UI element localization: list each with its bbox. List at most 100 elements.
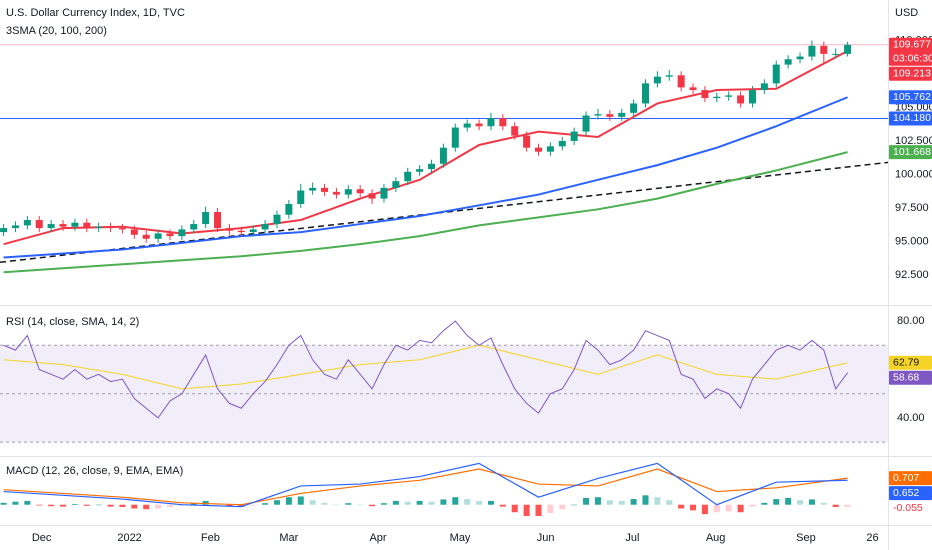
rsi-pane [0,320,888,443]
y-tick-label: 100.000 [895,168,932,180]
macd-histogram-bar [143,504,150,510]
candle-body [83,222,91,229]
candle-body [689,87,697,91]
candle-body [570,131,578,141]
price-badge [889,370,932,385]
macd-histogram-bar [321,502,328,505]
y-tick-label: 92.500 [895,269,929,281]
macd-histogram-bar [797,500,804,505]
macd-histogram-bar [155,504,162,509]
macd-histogram-bar [499,504,506,507]
macd-histogram-bar [737,504,744,513]
candle-body [725,95,733,97]
candle-body [118,228,126,230]
candle-body [273,214,281,225]
candle-body [368,193,376,199]
macd-histogram-bar [345,503,352,505]
macd-histogram-bar [226,504,233,507]
macd-signal-line [3,468,848,506]
macd-histogram-bar [24,500,31,505]
candle-body [416,169,424,172]
candle-body [701,90,709,99]
macd-histogram-bar [583,497,590,505]
x-tick-label: Mar [279,532,298,544]
macd-histogram-bar [535,504,542,516]
macd-histogram-bar [523,504,530,516]
candle-body [107,226,115,229]
macd-histogram-bar [83,504,90,506]
candle-body [214,211,222,229]
rsi-line [3,320,848,419]
macd-histogram-bar [844,504,851,507]
macd-histogram-bar [12,501,19,505]
macd-histogram-bar [404,501,411,505]
x-tick-label: Apr [369,532,386,544]
macd-pane [0,462,851,516]
macd-histogram-bar [48,504,55,507]
macd-histogram-bar [190,503,197,505]
candle-body [582,115,590,132]
macd-histogram-bar [60,504,67,507]
price-badge [889,486,932,501]
x-tick-label: 2022 [117,532,141,544]
candle-body [0,228,8,233]
candle-body [535,147,543,152]
candle-body [796,56,804,60]
candle-body [130,229,138,235]
price-badge-label: 03:06:30 [893,53,932,65]
candle-body [772,64,780,84]
sma-line [3,151,848,274]
macd-histogram-bar [416,500,423,505]
macd-histogram-bar [654,497,661,505]
macd-histogram-bar [392,500,399,505]
macd-histogram-bar [511,504,518,513]
rsi-sma-line [3,344,848,390]
candle-body [713,96,721,99]
y-tick-label: 102.500 [895,135,932,147]
rsi-tick-label: 80.00 [897,315,925,327]
candle-body [237,230,245,233]
candle-body [35,220,43,229]
macd-histogram-bar [297,496,304,505]
macd-histogram-bar [107,504,114,507]
macd-histogram-bar [690,504,697,511]
rsi-tick-label: 40.00 [897,412,925,424]
candle-body [451,127,459,148]
macd-histogram-bar [166,504,173,507]
x-tick-label: Dec [32,532,52,544]
candle-body [760,83,768,91]
candle-body [142,234,150,239]
candle-body [820,45,828,54]
candle-body [463,123,471,128]
macd-histogram-bar [666,500,673,505]
macd-histogram-bar [559,504,566,510]
candle-body [475,123,483,127]
price-badge [889,90,932,105]
candle-body [309,187,317,191]
candle-body [594,114,602,116]
candle-body [677,75,685,88]
macd-histogram-bar [606,500,613,505]
candle-body [332,191,340,195]
macd-histogram-bar [594,497,601,505]
macd-histogram-bar [380,503,387,505]
candle-body [321,187,329,192]
macd-histogram-bar [95,504,102,506]
macd-histogram-bar [713,504,720,513]
candle-body [166,233,174,237]
candle-body [428,163,436,170]
macd-histogram-bar [678,504,685,509]
price-badge-label: -0.055 [893,502,923,514]
candle-body [558,140,566,147]
candle-body [71,222,79,227]
price-badge [889,37,932,66]
macd-histogram-bar [630,499,637,505]
y-tick-label: 95.000 [895,235,929,247]
macd-histogram-bar [725,504,732,512]
macd-histogram-bar [832,504,839,507]
macd-histogram-bar [761,502,768,505]
x-tick-label: Jun [537,532,555,544]
macd-histogram-bar [285,497,292,505]
macd-histogram-bar [250,504,257,506]
macd-histogram-bar [701,504,708,515]
